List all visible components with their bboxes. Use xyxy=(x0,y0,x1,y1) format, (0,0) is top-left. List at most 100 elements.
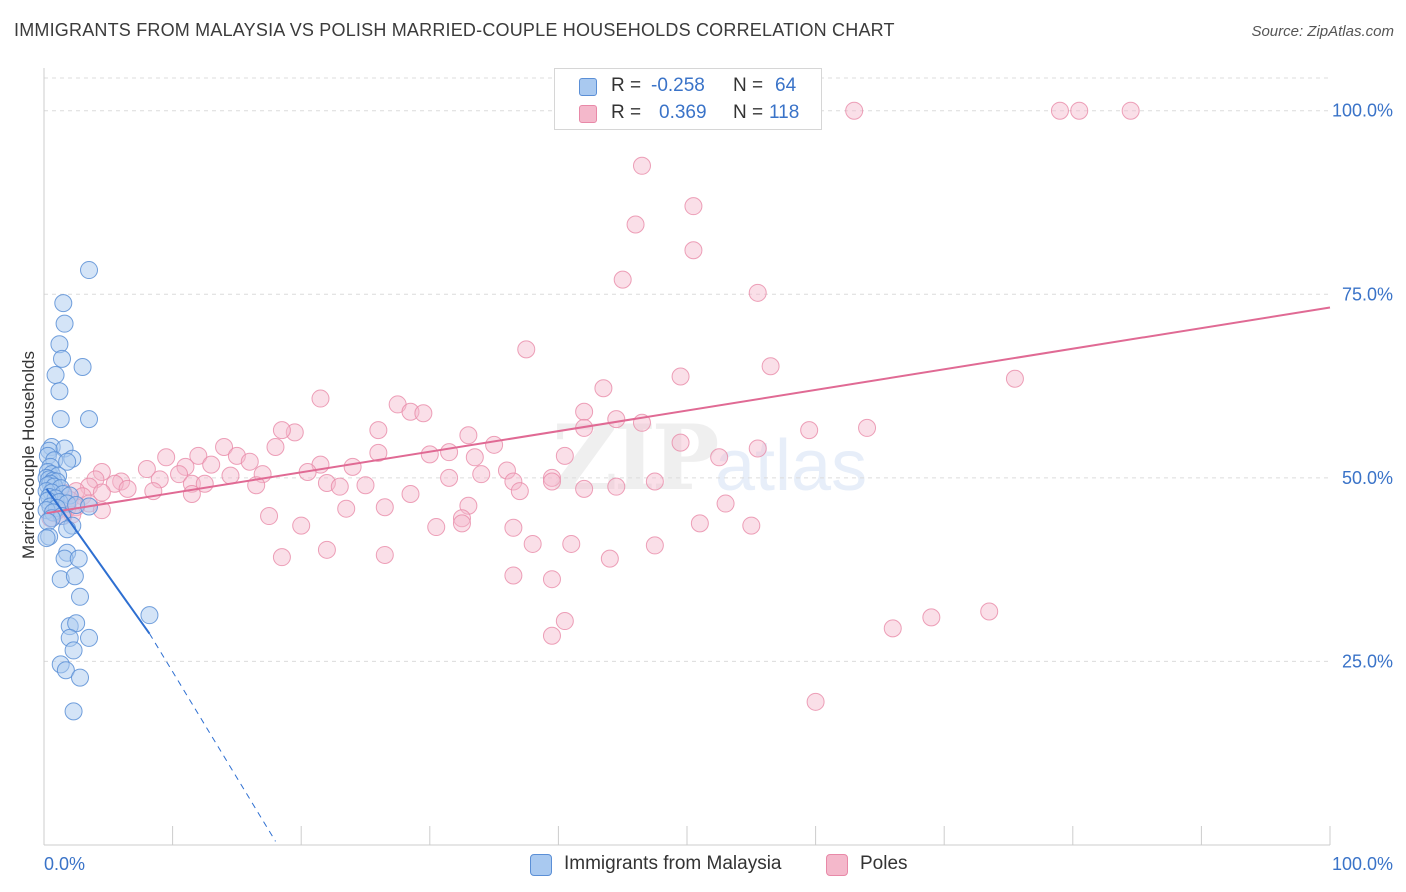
malaysia-point xyxy=(80,628,99,647)
poles-point xyxy=(292,516,311,535)
malaysia-point xyxy=(37,529,56,548)
y-tick-label: 25.0% xyxy=(1342,651,1393,671)
malaysia-point xyxy=(71,668,90,687)
x-tick-label-max: 100.0% xyxy=(1332,854,1393,874)
poles-point xyxy=(176,457,195,476)
poles-point xyxy=(137,460,156,479)
malaysia-point xyxy=(58,520,77,539)
poles-trendline xyxy=(46,306,1331,515)
malaysia-point xyxy=(80,261,99,280)
legend-n-value: 64 xyxy=(775,75,797,96)
legend-swatch-poles xyxy=(579,105,597,123)
poles-point xyxy=(562,534,581,553)
poles-point xyxy=(157,448,176,467)
regression-lines xyxy=(45,306,1331,842)
poles-point xyxy=(260,507,279,526)
series-label-malaysia: Immigrants from Malaysia xyxy=(564,853,782,874)
legend-swatch-malaysia xyxy=(579,78,597,96)
poles-point xyxy=(452,514,471,533)
poles-point xyxy=(555,446,574,465)
poles-point xyxy=(980,602,999,621)
malaysia-point xyxy=(80,410,99,429)
malaysia-point xyxy=(64,641,83,660)
poles-point xyxy=(613,270,632,289)
poles-point xyxy=(414,404,433,423)
poles-point xyxy=(845,101,864,120)
poles-point xyxy=(575,402,594,421)
poles-point xyxy=(690,514,709,533)
malaysia-point xyxy=(54,294,73,313)
malaysia-point xyxy=(69,549,88,568)
poles-point xyxy=(272,548,291,567)
watermark-zip: ZIP xyxy=(552,405,719,511)
poles-point xyxy=(555,612,574,631)
poles-point xyxy=(594,379,613,398)
y-tick-label: 100.0% xyxy=(1332,101,1393,121)
poles-point xyxy=(189,446,208,465)
malaysia-point xyxy=(64,702,83,721)
poles-point xyxy=(748,283,767,302)
poles-point xyxy=(401,485,420,504)
poles-point xyxy=(1050,101,1069,120)
poles-point xyxy=(330,477,349,496)
malaysia-point xyxy=(46,366,65,385)
malaysia-point xyxy=(73,357,92,376)
poles-point xyxy=(645,536,664,555)
poles-point xyxy=(465,448,484,467)
poles-point xyxy=(1070,101,1089,120)
poles-point xyxy=(452,509,471,528)
poles-point xyxy=(92,483,111,502)
chart-source: Source: ZipAtlas.com xyxy=(1251,23,1394,40)
poles-points xyxy=(41,101,1140,711)
poles-point xyxy=(343,457,362,476)
poles-point xyxy=(150,470,169,489)
series-swatch-malaysia xyxy=(530,854,552,876)
malaysia-point xyxy=(56,661,75,680)
poles-point xyxy=(684,241,703,260)
legend-n-label: N = xyxy=(733,102,764,123)
poles-point xyxy=(716,494,735,513)
malaysia-point xyxy=(140,606,159,625)
poles-point xyxy=(710,448,729,467)
poles-point xyxy=(632,156,651,175)
poles-point xyxy=(118,479,137,498)
poles-point xyxy=(401,402,420,421)
poles-point xyxy=(420,445,439,464)
legend-n-value: 118 xyxy=(769,102,800,123)
poles-point xyxy=(626,215,645,234)
poles-point xyxy=(472,465,491,484)
chart-title: IMMIGRANTS FROM MALAYSIA VS POLISH MARRI… xyxy=(14,20,895,40)
poles-point xyxy=(883,619,902,638)
poles-point xyxy=(375,545,394,564)
poles-point xyxy=(497,461,516,480)
poles-point xyxy=(182,474,201,493)
poles-point xyxy=(440,468,459,487)
poles-point xyxy=(485,435,504,454)
malaysia-point xyxy=(55,314,74,333)
x-tick-label-min: 0.0% xyxy=(44,854,85,874)
poles-point xyxy=(375,498,394,517)
poles-point xyxy=(504,566,523,585)
poles-point xyxy=(459,426,478,445)
poles-point xyxy=(356,476,375,495)
poles-point xyxy=(761,357,780,376)
poles-point xyxy=(748,439,767,458)
poles-point xyxy=(369,443,388,462)
poles-point xyxy=(1121,101,1140,120)
poles-point xyxy=(806,692,825,711)
malaysia-point xyxy=(51,410,70,429)
tick-labels: 25.0% 50.0% 75.0% 100.0% 0.0% 100.0% xyxy=(44,101,1393,874)
grid-layer xyxy=(44,77,1330,662)
y-axis-label: Married-couple Households xyxy=(19,351,38,559)
correlation-legend: R = -0.258 N = 64 R = 0.369 N = 118 xyxy=(554,68,822,130)
series-swatch-poles xyxy=(826,854,848,876)
poles-point xyxy=(671,367,690,386)
poles-point xyxy=(337,499,356,518)
legend-r-value: -0.258 xyxy=(651,75,705,96)
legend-r-label: R = xyxy=(611,75,642,96)
poles-point xyxy=(92,462,111,481)
poles-point xyxy=(369,421,388,440)
y-tick-label: 50.0% xyxy=(1342,468,1393,488)
legend-r-value: 0.369 xyxy=(659,102,707,123)
poles-point xyxy=(221,466,240,485)
